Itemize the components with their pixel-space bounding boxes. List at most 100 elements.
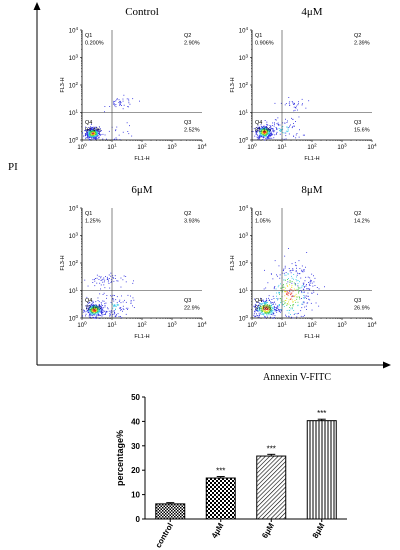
scatter-point <box>296 288 298 290</box>
scatter-point <box>301 292 303 294</box>
scatter-point <box>101 312 102 313</box>
scatter-point <box>123 104 125 106</box>
scatter-point <box>264 120 266 121</box>
scatter-point <box>94 128 96 130</box>
scatter-point <box>269 310 271 312</box>
scatter-point <box>267 136 269 138</box>
scatter-point <box>274 102 276 104</box>
scatter-point <box>97 300 99 301</box>
scatter-point <box>270 302 271 304</box>
scatter-point <box>272 295 274 297</box>
y-tick-label: 102 <box>69 259 79 268</box>
scatter-point <box>307 276 309 278</box>
scatter-point <box>110 282 112 283</box>
quadrant-percent: 15.6% <box>354 128 370 134</box>
scatter-point <box>262 136 263 138</box>
scatter-point <box>268 297 269 299</box>
scatter-point <box>262 130 264 132</box>
scatter-point <box>259 133 261 135</box>
scatter-point <box>285 135 287 137</box>
scatter-point <box>296 133 298 134</box>
scatter-point <box>99 308 101 310</box>
scatter-point <box>292 290 294 292</box>
scatter-point <box>299 281 300 283</box>
scatter-point <box>275 134 277 135</box>
scatter-point <box>278 311 280 313</box>
scatter-point <box>301 104 303 106</box>
scatter-point <box>257 310 259 312</box>
y-tick-label: 104 <box>69 26 79 35</box>
scatter-point <box>100 280 102 281</box>
scatter-point <box>94 306 95 308</box>
scatter-point <box>98 318 100 319</box>
scatter-point <box>287 281 289 283</box>
scatter-point <box>292 126 293 128</box>
scatter-point <box>110 275 112 277</box>
scatter-point <box>92 300 94 302</box>
scatter-point <box>88 139 90 141</box>
scatter-point <box>297 280 299 281</box>
scatter-point <box>284 279 286 281</box>
scatter-point <box>260 130 262 132</box>
scatter-point <box>91 305 93 307</box>
scatter-point <box>122 98 124 100</box>
scatter-point <box>272 304 274 305</box>
scatter-point <box>102 314 104 316</box>
scatter-point <box>90 132 92 134</box>
y-tick-label: 100 <box>69 314 79 323</box>
scatter-point <box>120 100 121 102</box>
scatter-point <box>313 291 315 293</box>
scatter-point <box>288 315 290 317</box>
scatter-point <box>262 313 263 315</box>
scatter-point <box>303 285 304 287</box>
scatter-point <box>100 134 101 136</box>
scatter-point <box>87 312 89 314</box>
scatter-point <box>291 296 293 298</box>
scatter-point <box>276 128 277 129</box>
scatter-point <box>310 280 312 281</box>
scatter-point <box>94 314 95 316</box>
scatter-point <box>292 305 294 307</box>
quadrant-name: Q1 <box>85 211 92 217</box>
scatter-point <box>102 278 104 280</box>
x-tick-label: 101 <box>107 143 117 152</box>
scatter-point <box>254 305 256 307</box>
scatter-point <box>89 313 91 315</box>
scatter-point <box>257 134 259 136</box>
scatter-point <box>258 316 260 318</box>
x-tick-label: 101 <box>107 321 117 330</box>
scatter-point <box>289 281 291 283</box>
scatter-point <box>289 282 291 283</box>
scatter-point <box>94 278 95 280</box>
scatter-point <box>90 307 92 308</box>
scatter-point <box>119 299 121 301</box>
scatter-point <box>284 274 286 276</box>
scatter-point <box>92 134 94 136</box>
scatter-point <box>283 269 284 271</box>
scatter-point <box>293 314 295 315</box>
scatter-point <box>267 129 269 131</box>
scatter-point <box>113 304 115 305</box>
scatter-point <box>117 280 119 282</box>
scatter-point <box>122 308 124 310</box>
scatter-point <box>113 300 115 302</box>
scatter-point <box>264 127 266 129</box>
scatter-point <box>114 105 116 107</box>
scatter-point <box>302 301 304 303</box>
scatter-point <box>288 278 289 279</box>
scatter-point <box>307 288 309 290</box>
scatter-point <box>127 307 129 309</box>
scatter-point <box>121 317 123 319</box>
scatter-point <box>266 307 268 309</box>
scatter-point <box>269 127 271 129</box>
scatter-point <box>98 308 100 310</box>
x-tick-label: 100 <box>77 321 87 330</box>
scatter-point <box>92 136 94 138</box>
y-tick-label: 102 <box>69 81 79 90</box>
scatter-point <box>93 306 95 308</box>
scatter-point <box>268 308 270 309</box>
scatter-point <box>84 130 86 132</box>
scatter-point <box>95 301 97 303</box>
scatter-point <box>270 134 271 136</box>
